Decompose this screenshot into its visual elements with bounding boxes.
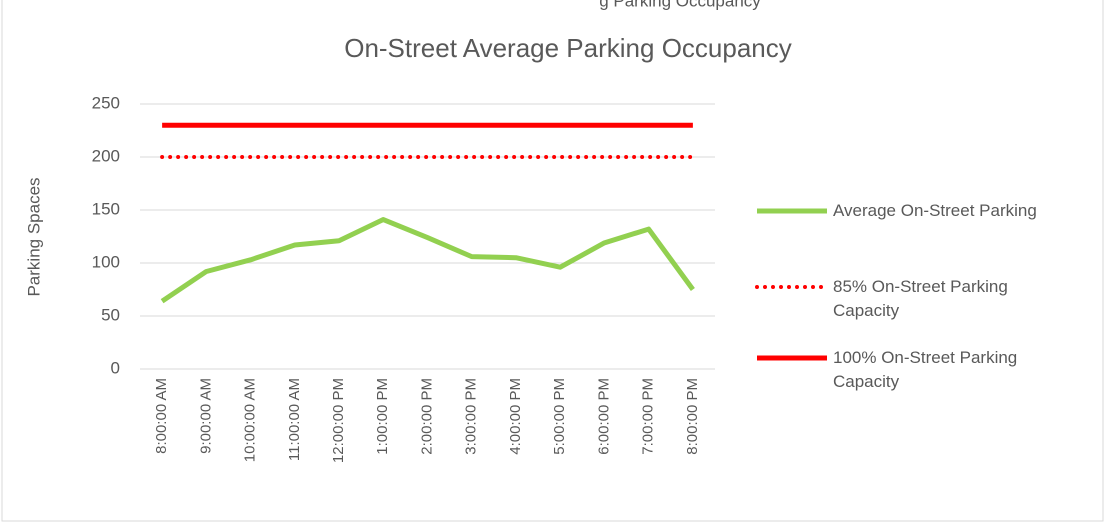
- y-tick-label: 0: [111, 358, 120, 377]
- x-tick-label: 1:00:00 PM: [374, 378, 391, 455]
- legend-label: Average On-Street Parking: [833, 201, 1037, 220]
- x-tick-label: 6:00:00 PM: [595, 378, 612, 455]
- x-tick-label: 4:00:00 PM: [507, 378, 524, 455]
- chart-title: On-Street Average Parking Occupancy: [344, 33, 792, 63]
- x-tick-label: 8:00:00 PM: [684, 378, 701, 455]
- legend-label: 85% On-Street Parking Capacity: [833, 277, 1008, 320]
- x-tick-label: 12:00:00 PM: [330, 378, 347, 463]
- x-tick-label: 2:00:00 PM: [418, 378, 435, 455]
- x-tick-label: 9:00:00 AM: [197, 378, 214, 454]
- y-axis-label: Parking Spaces: [24, 177, 43, 296]
- y-tick-label: 250: [92, 93, 120, 112]
- y-tick-label: 100: [92, 252, 120, 271]
- clipped-caption: g Parking Occupancy: [599, 0, 761, 10]
- y-tick-label: 200: [92, 146, 120, 165]
- x-tick-label: 7:00:00 PM: [640, 378, 657, 455]
- x-tick-label: 5:00:00 PM: [551, 378, 568, 455]
- x-tick-label: 11:00:00 AM: [286, 378, 303, 461]
- y-tick-label: 150: [92, 199, 120, 218]
- x-tick-label: 3:00:00 PM: [463, 378, 480, 455]
- x-tick-label: 8:00:00 AM: [153, 378, 170, 454]
- x-tick-label: 10:00:00 AM: [242, 378, 259, 462]
- y-tick-label: 50: [101, 305, 120, 324]
- legend-label: 100% On-Street Parking Capacity: [833, 348, 1018, 391]
- series-line: [160, 217, 695, 304]
